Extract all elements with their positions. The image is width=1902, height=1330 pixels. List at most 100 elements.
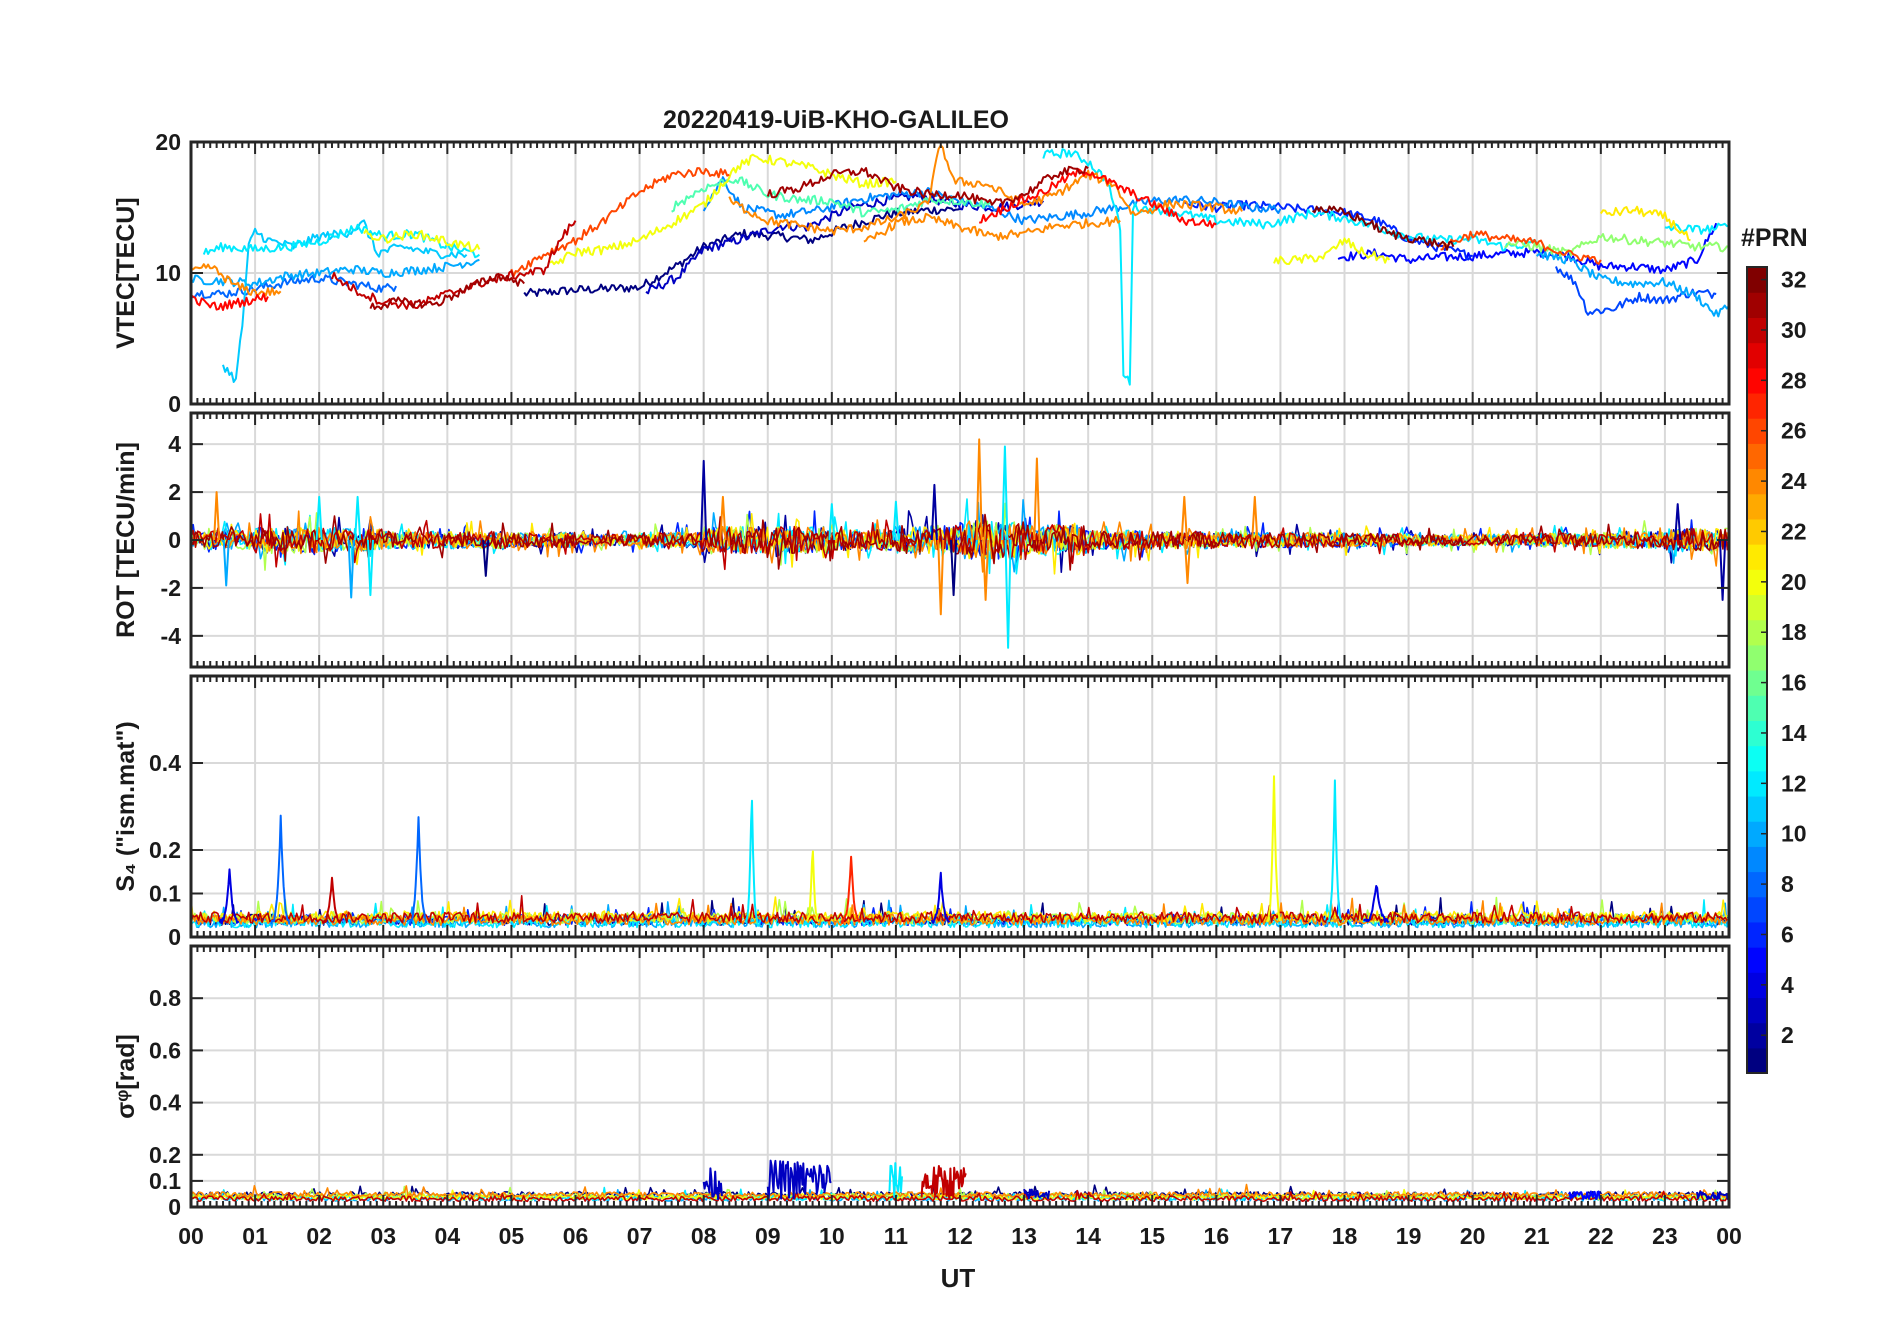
y-tick-label: 2 (168, 479, 181, 505)
vtec-series-line (1536, 250, 1729, 318)
colorbar-swatch (1747, 317, 1767, 344)
vtec-series-line (363, 228, 481, 253)
vtec-series-line (191, 274, 398, 299)
y-tick-label: 0.8 (149, 985, 181, 1011)
colorbar-swatch (1747, 367, 1767, 394)
y-tick-label: 0.1 (149, 1168, 181, 1194)
s4-spike (1326, 779, 1343, 923)
colorbar-swatch (1747, 745, 1767, 772)
colorbar-swatch (1747, 947, 1767, 973)
s4-spike (744, 799, 759, 924)
sigma-burst (1023, 1188, 1051, 1200)
rot-spike (482, 539, 490, 577)
y-axis-label: ROT [TECU/min] (112, 442, 140, 638)
vtec-series-line (191, 263, 282, 298)
colorbar-swatch (1747, 443, 1767, 470)
vtec-series-line (1504, 233, 1729, 257)
rot-spike (930, 483, 938, 541)
colorbar-tick-label: 20 (1781, 569, 1807, 595)
vtec-series-line (549, 153, 897, 266)
colorbar-swatch (1747, 644, 1767, 671)
colorbar-tick-label: 16 (1781, 670, 1807, 696)
colorbar-tick-label: 12 (1781, 770, 1807, 796)
rot-spike (1001, 445, 1009, 541)
colorbar-title: #PRN (1741, 224, 1808, 252)
rot-spike (366, 539, 374, 597)
rot-spike (828, 503, 836, 541)
y-axis-label: VTEC[TECU] (112, 197, 140, 348)
sigma-burst (920, 1165, 967, 1200)
colorbar-swatch (1747, 1022, 1767, 1049)
s4-spike (270, 814, 291, 925)
x-tick-label: 14 (1075, 1223, 1101, 1249)
vtec-series-line (863, 212, 1121, 243)
x-tick-label: 19 (1396, 1223, 1422, 1249)
x-tick-label: 09 (755, 1223, 781, 1249)
vtec-series-line (766, 165, 1089, 206)
colorbar-swatch (1747, 795, 1767, 822)
y-tick-label: 0.4 (149, 1090, 181, 1116)
y-tick-label: 0.2 (149, 837, 181, 863)
y-tick-label: 0 (168, 527, 181, 553)
s4-spike (1265, 775, 1281, 923)
colorbar-tick-label: 18 (1781, 619, 1807, 645)
x-tick-label: 03 (370, 1223, 396, 1249)
rot-spike (1180, 495, 1188, 541)
colorbar-swatch (1747, 997, 1767, 1024)
y-tick-label: 0.6 (149, 1037, 181, 1063)
s4-spike (218, 868, 239, 925)
rot-spike (892, 500, 900, 541)
colorbar-tick-label: 14 (1781, 720, 1807, 746)
sigma-burst (888, 1162, 903, 1198)
x-tick-label: 18 (1332, 1223, 1358, 1249)
rot-spike (1674, 503, 1682, 541)
colorbar-swatch (1747, 468, 1767, 495)
vtec-series-line (369, 272, 525, 311)
vtec-series-line (671, 176, 993, 218)
x-tick-label: 11 (884, 1223, 909, 1249)
s4-spike (930, 871, 951, 924)
colorbar-swatch (1747, 292, 1767, 318)
colorbar-tick-label: 26 (1781, 418, 1807, 444)
y-tick-label: 0.1 (149, 881, 181, 907)
x-axis-label: UT (941, 1263, 976, 1293)
x-tick-label: 21 (1524, 1223, 1550, 1249)
colorbar-swatch (1747, 418, 1767, 444)
colorbar-swatch (1747, 267, 1767, 293)
colorbar-swatch (1747, 493, 1767, 520)
sigma-burst (1696, 1190, 1729, 1201)
colorbar-swatch (1747, 871, 1767, 898)
vtec-series-line (1042, 148, 1538, 386)
y-tick-label: 0.2 (149, 1142, 181, 1168)
y-axis-label: S₄ ("ism.mat") (112, 721, 140, 891)
rot-spike (700, 459, 708, 541)
vtec-series-line (1312, 205, 1455, 251)
rot-spike (315, 495, 323, 541)
rot-spike (719, 495, 727, 541)
x-tick-label: 17 (1268, 1223, 1294, 1249)
s4-spike (321, 876, 342, 925)
rot-spike (975, 438, 983, 541)
s4-series-line (191, 895, 1728, 924)
vtec-series-line (1599, 205, 1691, 242)
vtec-series-line (510, 167, 730, 278)
colorbar-tick-label: 10 (1781, 821, 1807, 847)
rot-spike (213, 491, 221, 541)
figure-title: 20220419-UiB-KHO-GALILEO (663, 106, 1009, 134)
x-tick-label: 16 (1204, 1223, 1230, 1249)
colorbar-swatch (1747, 921, 1767, 948)
rot-series-line (191, 513, 1729, 571)
rot-spike (1183, 539, 1192, 585)
x-tick-label: 06 (563, 1223, 589, 1249)
y-tick-label: 20 (155, 129, 181, 155)
y-axis-label: σᵠ[rad] (112, 1034, 140, 1119)
rot-spike (222, 539, 230, 587)
rot-spike (950, 539, 958, 597)
x-tick-label: 00 (1716, 1223, 1742, 1249)
s4-spike (840, 855, 861, 925)
colorbar-swatch (1747, 594, 1767, 621)
colorbar-tick-label: 24 (1781, 468, 1807, 494)
colorbar-swatch (1747, 1047, 1767, 1074)
